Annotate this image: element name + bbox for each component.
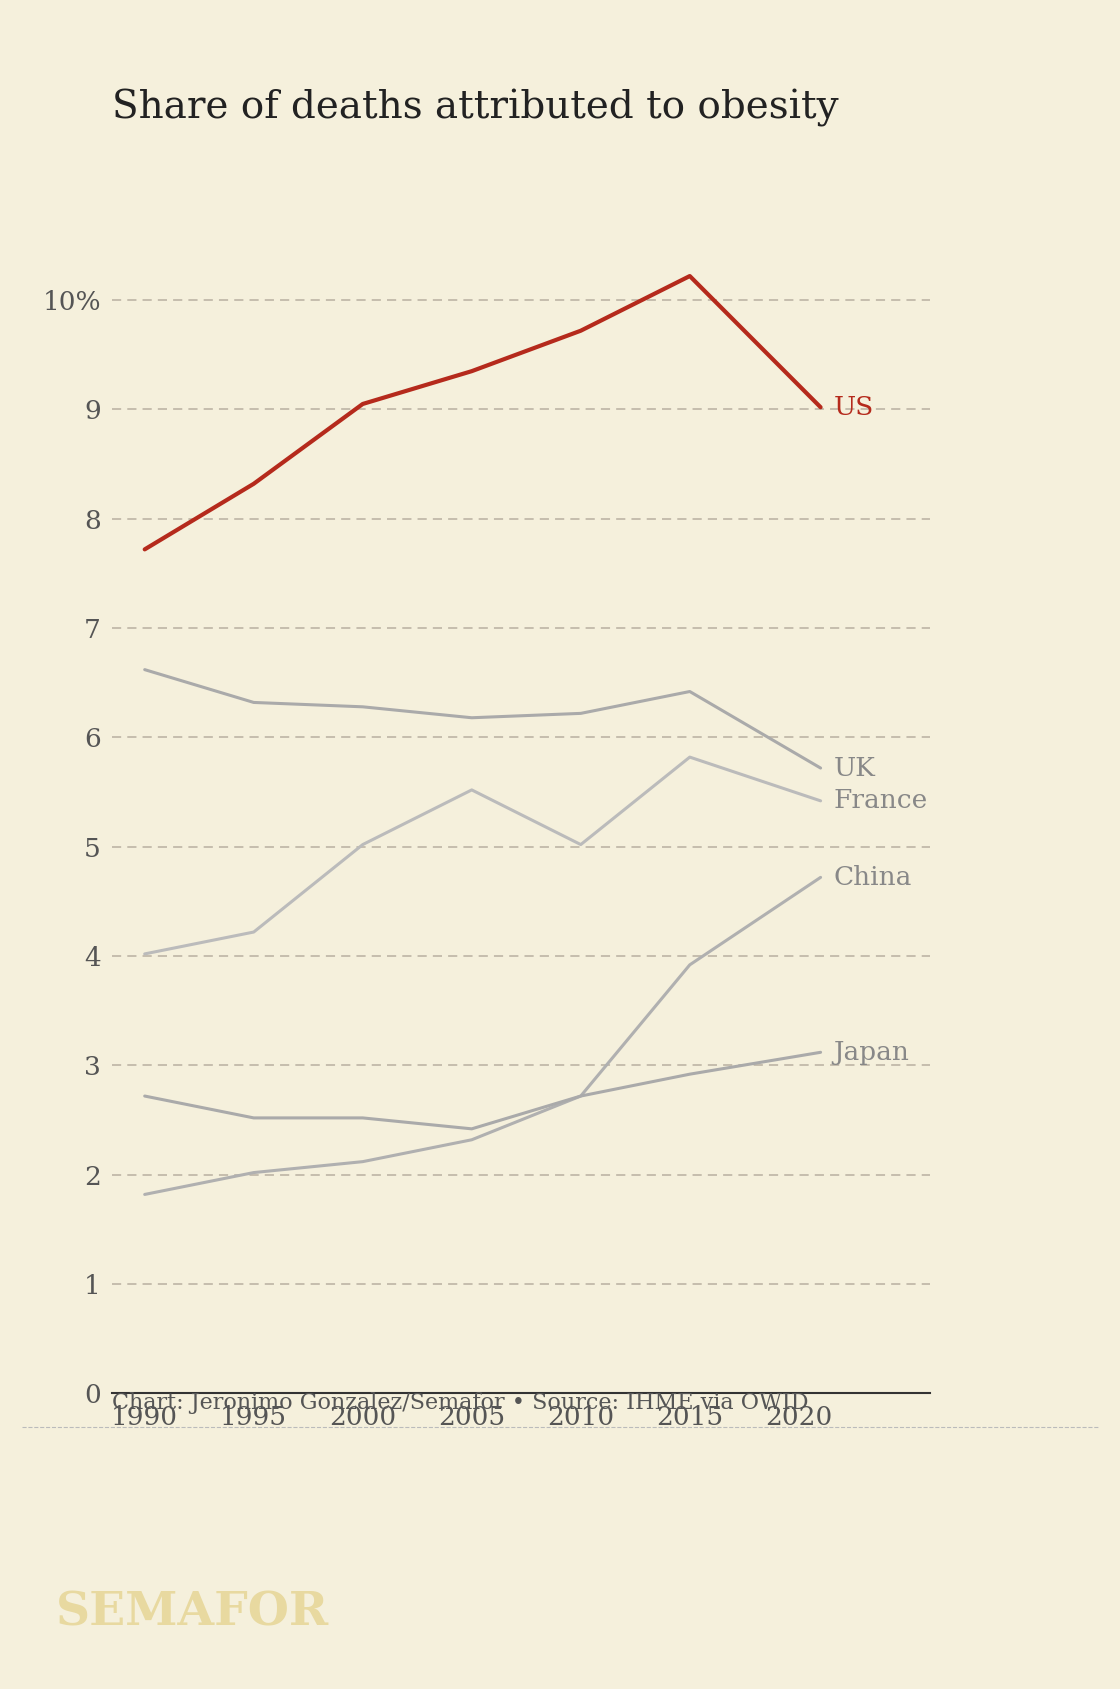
Text: SEMAFOR: SEMAFOR	[56, 1589, 329, 1637]
Text: France: France	[833, 789, 927, 814]
Text: UK: UK	[833, 755, 876, 780]
Text: Share of deaths attributed to obesity: Share of deaths attributed to obesity	[112, 90, 839, 127]
Text: US: US	[833, 395, 874, 421]
Text: China: China	[833, 865, 912, 890]
Text: Chart: Jeronimo Gonzalez/Semafor • Source: IHME via OWID: Chart: Jeronimo Gonzalez/Semafor • Sourc…	[112, 1392, 809, 1414]
Text: Japan: Japan	[833, 1040, 909, 1064]
